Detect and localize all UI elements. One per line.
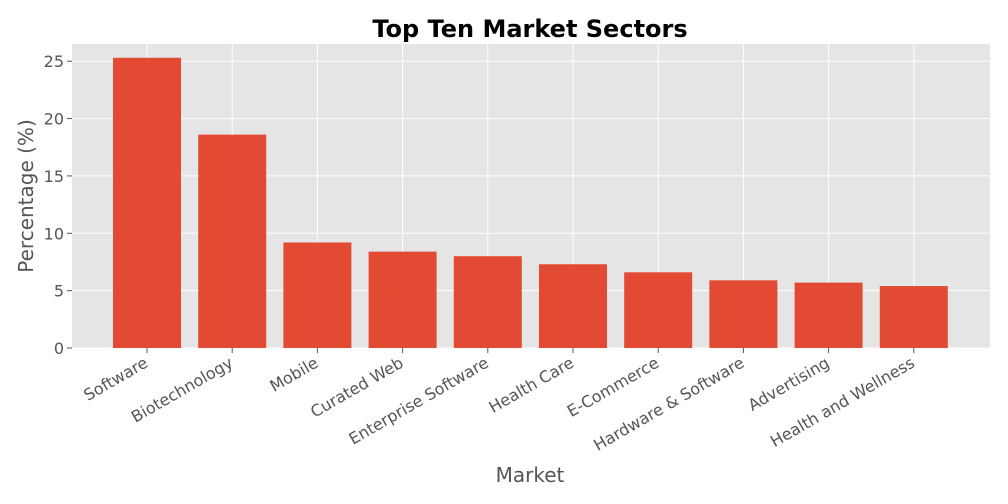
bar: [624, 272, 693, 348]
x-tick-label: Enterprise Software: [346, 353, 492, 448]
y-axis-label: Percentage (%): [14, 119, 38, 272]
y-tick-label: 20: [44, 110, 64, 129]
y-axis-ticks: 0 5 10 15 20 25: [44, 52, 72, 358]
x-tick-label: Mobile: [266, 353, 321, 396]
bar: [539, 264, 607, 348]
y-tick-label: 25: [44, 52, 64, 71]
bar: [198, 134, 267, 348]
y-tick-label: 5: [54, 282, 64, 301]
chart-title: Top Ten Market Sectors: [372, 15, 687, 43]
x-tick-label: Hardware & Software: [590, 353, 747, 455]
bars: [113, 57, 948, 348]
y-tick-label: 0: [54, 339, 64, 358]
bar: [113, 57, 181, 348]
x-tick-label: Health Care: [486, 353, 577, 417]
y-tick-label: 15: [44, 167, 64, 186]
x-tick-label: Health and Wellness: [767, 353, 918, 451]
bar: [283, 242, 352, 348]
bar: [879, 286, 948, 348]
x-tick-label: Software: [80, 353, 151, 405]
y-tick-label: 10: [44, 224, 64, 243]
bar: [453, 256, 522, 348]
x-axis-label: Market: [496, 463, 565, 487]
bar: [794, 282, 863, 348]
bar: [709, 280, 778, 348]
bar: [368, 251, 437, 348]
